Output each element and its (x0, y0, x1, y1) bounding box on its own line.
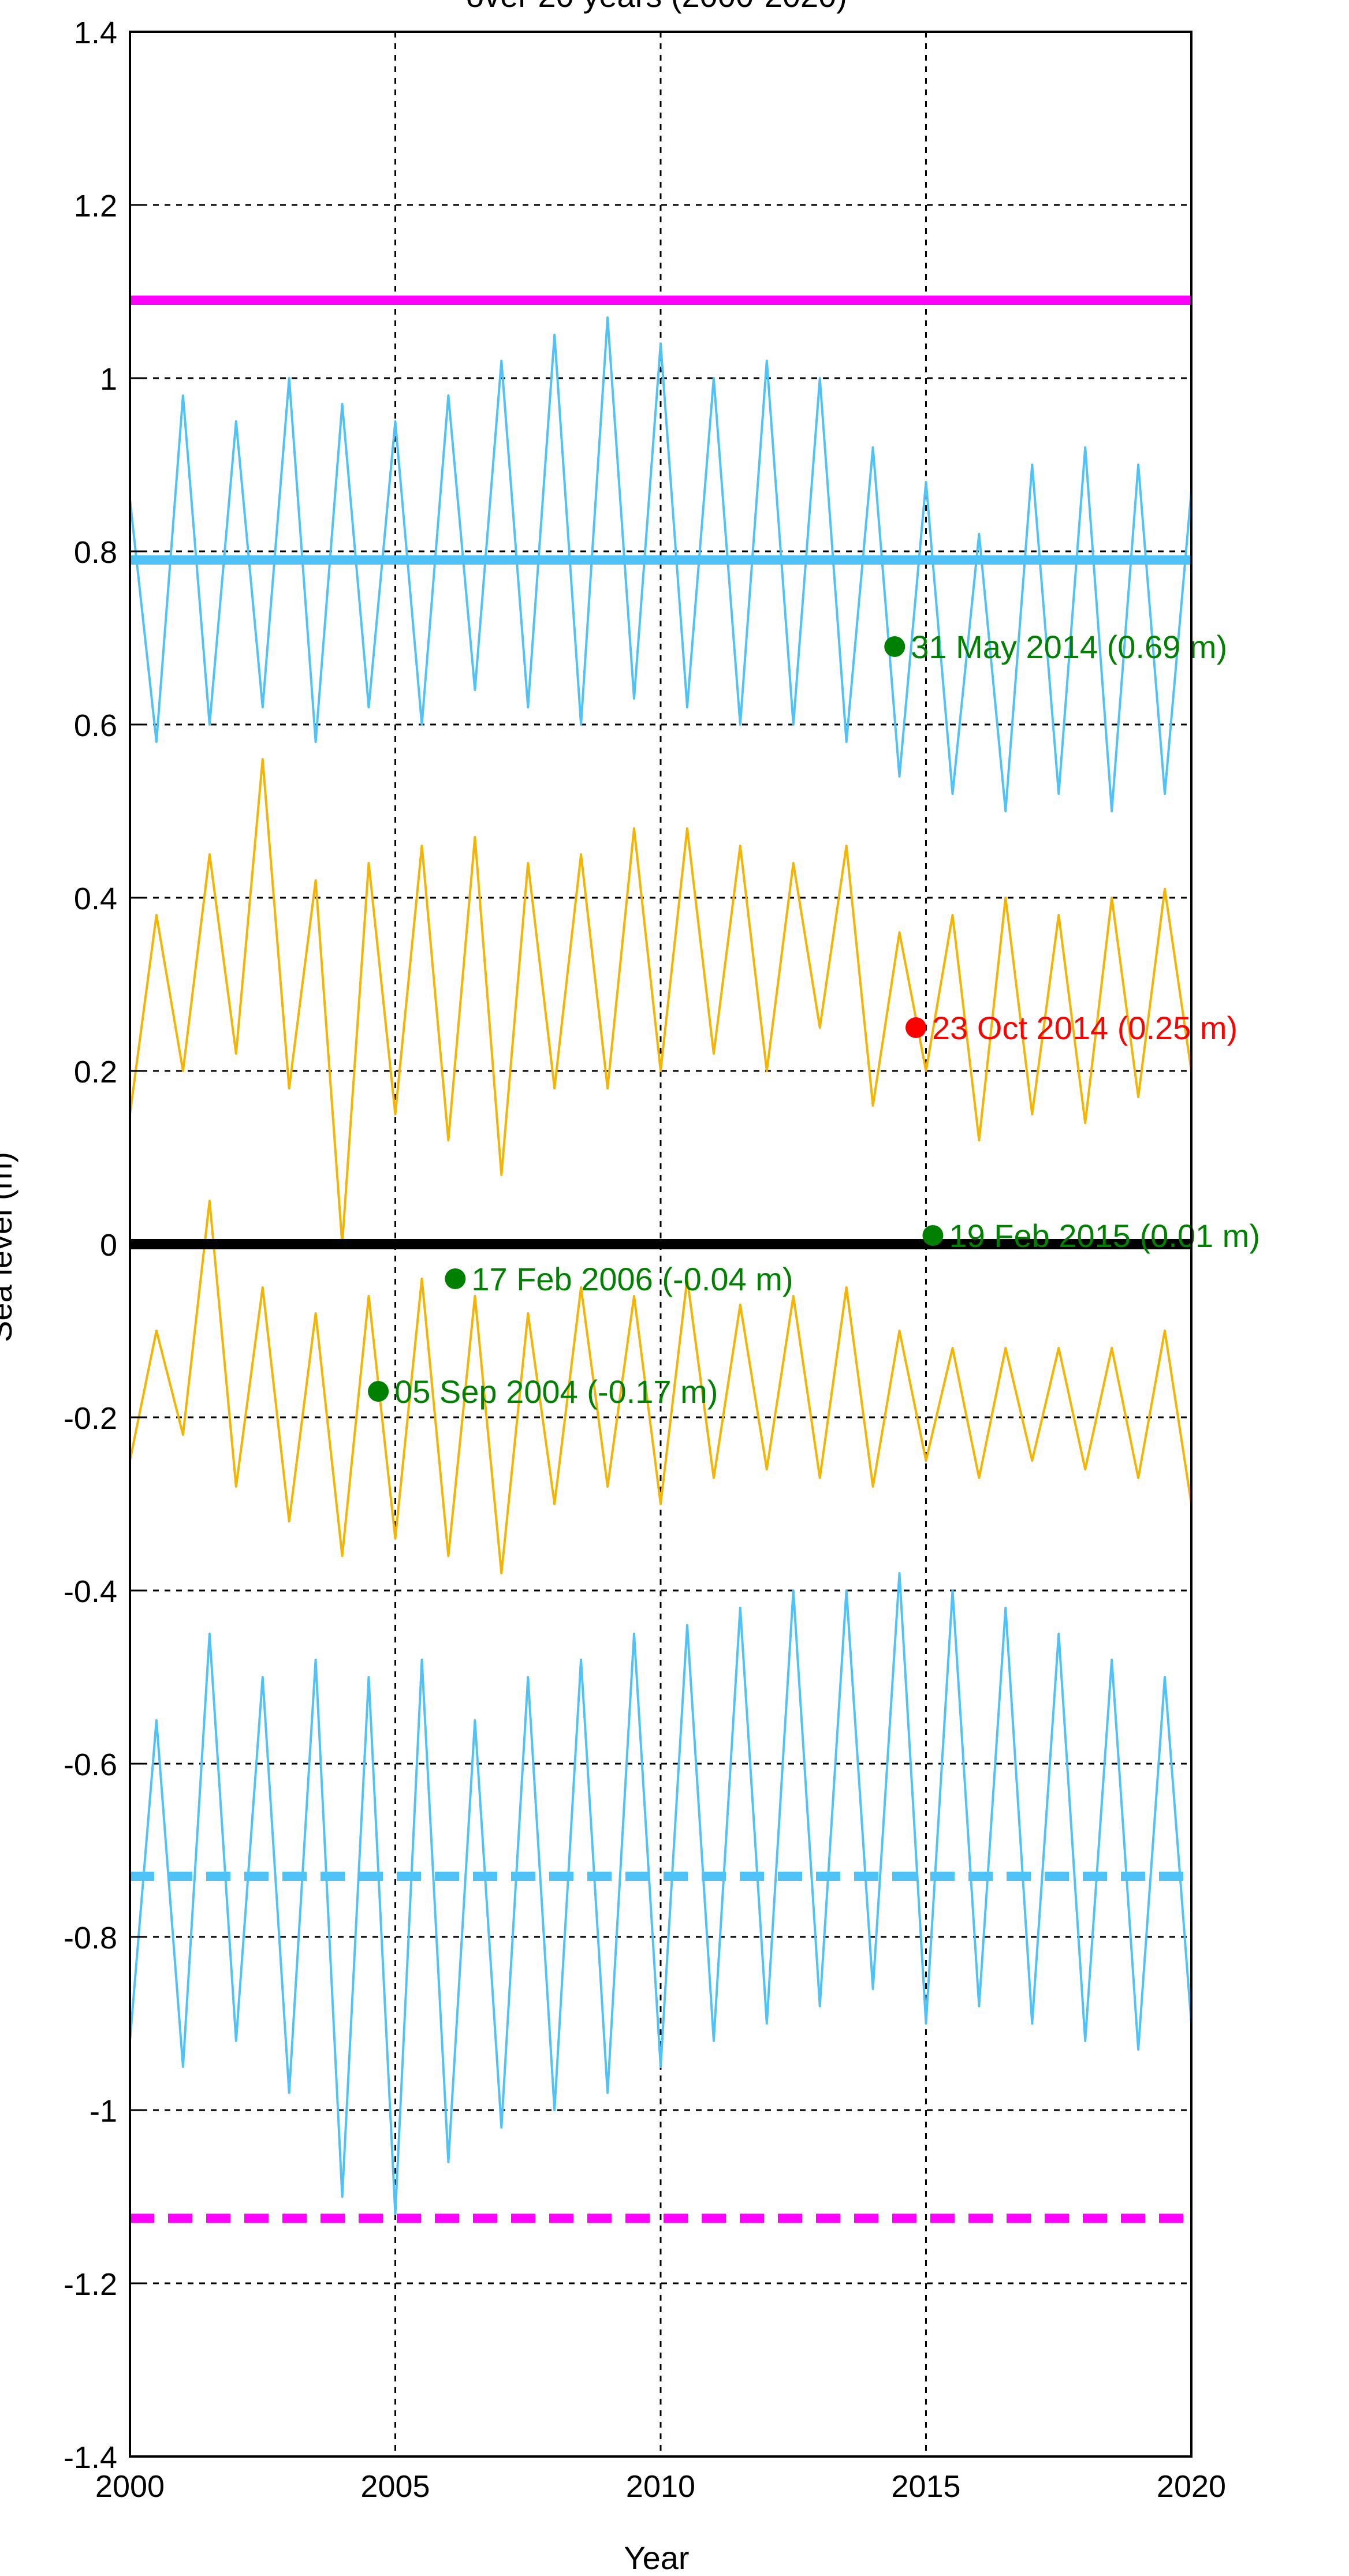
markers-group: 31 May 2014 (0.69 m) 23 Oct 2014 (0.25 m)… (368, 629, 1260, 1410)
y-tick-label: -0.6 (64, 1748, 117, 1782)
event-label: 23 Oct 2014 (0.25 m) (932, 1010, 1238, 1046)
y-tick-label: 1.4 (74, 16, 117, 50)
event-marker (922, 1225, 944, 1246)
y-tick-label: -0.4 (64, 1574, 117, 1609)
y-tick-label: -1.4 (64, 2440, 117, 2475)
event-label: 05 Sep 2004 (-0.17 m) (394, 1373, 718, 1410)
y-axis-label: Sea level (m) (0, 1152, 18, 1342)
chart-title: over 20 years (2000-2020) (466, 0, 847, 14)
event-marker (884, 636, 905, 657)
event-label: 19 Feb 2015 (0.01 m) (949, 1218, 1260, 1254)
y-tick-label: -1.2 (64, 2267, 117, 2302)
x-tick-label: 2020 (1157, 2469, 1226, 2504)
series-line-2 (129, 758, 1193, 1245)
y-tick-label: 1 (100, 362, 117, 397)
x-tick-labels: 2000 2005 2010 2015 2020 (95, 2469, 1226, 2504)
y-tick-label: -0.8 (64, 1921, 117, 1955)
x-axis-label: Year (624, 2540, 689, 2576)
x-tick-label: 2010 (626, 2469, 695, 2504)
x-tick-label: 2015 (891, 2469, 960, 2504)
series-group (129, 316, 1193, 2215)
y-tick-label: 0 (100, 1228, 117, 1263)
event-label: 17 Feb 2006 (-0.04 m) (471, 1261, 793, 1297)
event-marker (368, 1381, 389, 1402)
event-label: 31 May 2014 (0.69 m) (911, 629, 1227, 665)
series-line-1 (129, 316, 1193, 812)
y-tick-label: -1 (90, 2094, 117, 2129)
y-tick-label: -0.2 (64, 1401, 117, 1436)
y-tick-label: 0.8 (74, 535, 117, 570)
x-tick-label: 2000 (95, 2469, 165, 2504)
event-marker (445, 1268, 466, 1289)
event-marker (905, 1017, 927, 1038)
y-tick-label: 1.2 (74, 189, 117, 223)
y-tick-label: 0.2 (74, 1055, 117, 1089)
series-line-3 (129, 1200, 1193, 1574)
x-tick-label: 2005 (360, 2469, 430, 2504)
y-tick-labels: -1.4 -1.2 -1 -0.8 -0.6 -0.4 -0.2 0 0.2 0.4 0.6 0.8 1… (64, 16, 143, 2475)
series-line-4 (129, 1572, 1193, 2215)
y-tick-label: 0.6 (74, 708, 117, 743)
y-tick-label: 0.4 (74, 882, 117, 916)
